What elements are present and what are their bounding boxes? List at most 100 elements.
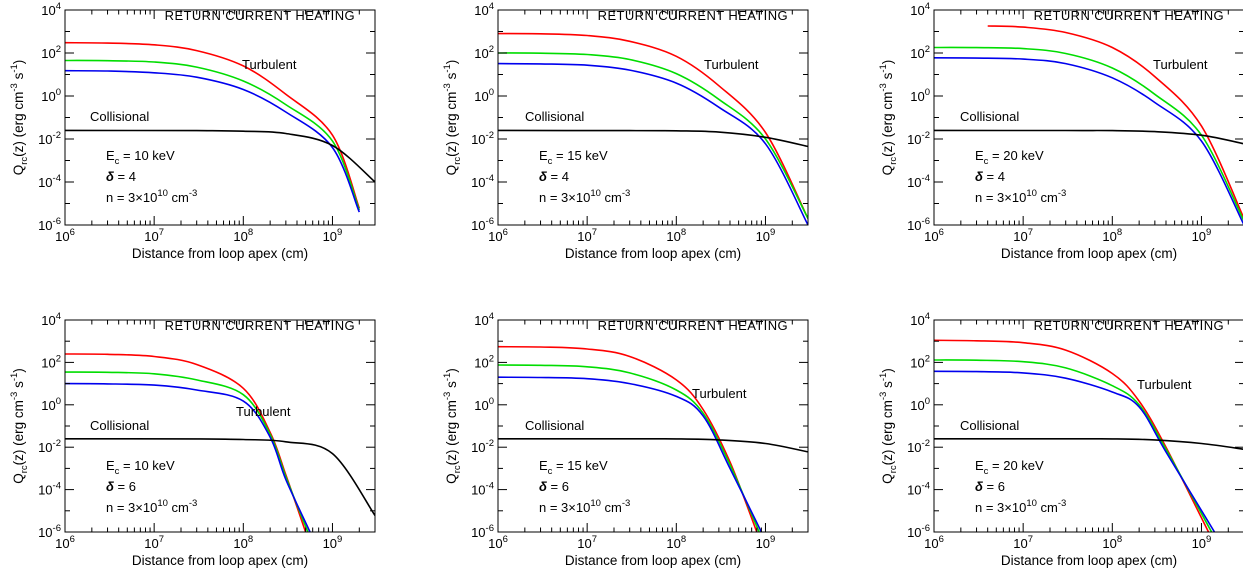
param-cutoff-energy: Ec = 10 keV bbox=[106, 458, 175, 477]
param-cutoff-energy: Ec = 15 keV bbox=[539, 148, 608, 167]
series-line-green bbox=[65, 371, 309, 532]
y-axis-label: Qrc(z) (erg cm-3 s-1) bbox=[442, 60, 463, 176]
series-line-red bbox=[934, 339, 1210, 532]
x-axis-ticks bbox=[64, 320, 376, 532]
x-tick-label: 107 bbox=[1013, 534, 1033, 551]
y-tick-label: 104 bbox=[910, 311, 930, 328]
chart-title: RETURN CURRENT HEATING bbox=[165, 318, 355, 333]
y-axis-label: Qrc(z) (erg cm-3 s-1) bbox=[878, 60, 899, 176]
chart-panel-1: 106 107 108 109 10-6 10-4 10-2 100 102 104 Distanc… bbox=[9, 1, 376, 261]
collisional-label: Collisional bbox=[90, 109, 149, 124]
y-tick-label: 10-4 bbox=[907, 481, 930, 498]
y-tick-label: 104 bbox=[910, 1, 930, 18]
y-tick-label: 10-2 bbox=[38, 130, 61, 147]
y-tick-label: 10-6 bbox=[471, 523, 494, 540]
param-delta: δ = 6 bbox=[975, 479, 1005, 494]
param-delta: δ = 4 bbox=[106, 169, 136, 184]
y-tick-label: 10-2 bbox=[471, 130, 494, 147]
param-density: n = 3×1010 cm-3 bbox=[106, 188, 197, 205]
y-tick-label: 100 bbox=[474, 396, 494, 413]
chart-panel-6: 106 107 108 109 10-6 10-4 10-2 100 102 104 Distanc… bbox=[878, 311, 1243, 568]
x-tick-label: 108 bbox=[666, 227, 686, 244]
series-line-blue bbox=[934, 370, 1216, 532]
x-axis-label: Distance from loop apex (cm) bbox=[132, 246, 308, 261]
collisional-label: Collisional bbox=[525, 109, 584, 124]
y-tick-label: 10-4 bbox=[471, 481, 494, 498]
y-tick-label: 102 bbox=[474, 44, 494, 61]
turbulent-label: Turbulent bbox=[704, 57, 759, 72]
series-line-collisional bbox=[498, 437, 808, 453]
series-line-collisional bbox=[498, 129, 808, 148]
param-cutoff-energy: Ec = 15 keV bbox=[539, 458, 608, 477]
param-cutoff-energy: Ec = 20 keV bbox=[975, 458, 1044, 477]
series-line-red bbox=[498, 345, 758, 532]
y-tick-label: 100 bbox=[474, 87, 494, 104]
chart-title: RETURN CURRENT HEATING bbox=[1034, 318, 1224, 333]
y-axis-ticks bbox=[498, 319, 808, 533]
x-tick-label: 106 bbox=[55, 534, 75, 551]
x-tick-label: 106 bbox=[55, 227, 75, 244]
param-delta: δ = 6 bbox=[106, 479, 136, 494]
y-axis-ticks bbox=[498, 9, 808, 226]
series-line-collisional bbox=[65, 129, 375, 183]
y-tick-label: 102 bbox=[41, 44, 61, 61]
x-axis-label: Distance from loop apex (cm) bbox=[565, 553, 741, 568]
y-tick-label: 102 bbox=[910, 44, 930, 61]
y-tick-label: 10-4 bbox=[38, 481, 61, 498]
y-tick-label: 100 bbox=[910, 396, 930, 413]
y-axis-label: Qrc(z) (erg cm-3 s-1) bbox=[442, 368, 463, 484]
y-tick-label: 104 bbox=[41, 311, 61, 328]
series-line-blue bbox=[498, 376, 763, 532]
y-tick-label: 102 bbox=[474, 353, 494, 370]
series-group bbox=[498, 345, 808, 532]
y-axis-ticks bbox=[65, 9, 375, 226]
chart-panel-2: 106 107 108 109 10-6 10-4 10-2 100 102 104 Distanc… bbox=[442, 1, 809, 261]
x-axis-ticks bbox=[497, 320, 809, 532]
chart-title: RETURN CURRENT HEATING bbox=[598, 318, 788, 333]
y-tick-label: 10-4 bbox=[907, 173, 930, 190]
y-axis-ticks bbox=[934, 9, 1243, 226]
series-line-green bbox=[65, 59, 361, 211]
y-tick-label: 10-6 bbox=[907, 216, 930, 233]
y-tick-label: 10-6 bbox=[471, 216, 494, 233]
x-tick-label: 109 bbox=[756, 534, 776, 551]
y-axis-label: Qrc(z) (erg cm-3 s-1) bbox=[878, 368, 899, 484]
chart-title: RETURN CURRENT HEATING bbox=[598, 8, 788, 23]
x-tick-label: 107 bbox=[577, 534, 597, 551]
x-tick-label: 109 bbox=[323, 227, 343, 244]
series-group bbox=[65, 41, 375, 213]
series-line-collisional bbox=[934, 129, 1243, 145]
param-density: n = 3×1010 cm-3 bbox=[975, 498, 1066, 515]
x-tick-label: 106 bbox=[924, 534, 944, 551]
x-tick-label: 107 bbox=[144, 227, 164, 244]
x-axis-label: Distance from loop apex (cm) bbox=[565, 246, 741, 261]
y-tick-label: 10-4 bbox=[471, 173, 494, 190]
x-axis-ticks bbox=[497, 10, 809, 225]
y-tick-label: 10-2 bbox=[907, 130, 930, 147]
turbulent-label: Turbulent bbox=[1137, 377, 1192, 392]
series-line-collisional bbox=[934, 437, 1243, 450]
chart-panel-4: 106 107 108 109 10-6 10-4 10-2 100 102 104 Distanc… bbox=[9, 311, 376, 568]
chart-panel-5: 106 107 108 109 10-6 10-4 10-2 100 102 104 Distanc… bbox=[442, 311, 809, 568]
collisional-label: Collisional bbox=[960, 109, 1019, 124]
chart-title: RETURN CURRENT HEATING bbox=[165, 8, 355, 23]
turbulent-label: Turbulent bbox=[692, 386, 747, 401]
chart-title: RETURN CURRENT HEATING bbox=[1034, 8, 1224, 23]
series-line-red bbox=[65, 41, 361, 209]
x-axis-label: Distance from loop apex (cm) bbox=[1001, 246, 1177, 261]
x-tick-label: 108 bbox=[1102, 227, 1122, 244]
y-axis-label: Qrc(z) (erg cm-3 s-1) bbox=[9, 368, 30, 484]
series-group bbox=[934, 339, 1243, 532]
x-tick-label: 106 bbox=[488, 534, 508, 551]
series-line-red bbox=[498, 32, 808, 219]
x-tick-label: 106 bbox=[924, 227, 944, 244]
param-delta: δ = 6 bbox=[539, 479, 569, 494]
series-line-blue bbox=[934, 57, 1243, 225]
x-tick-label: 107 bbox=[577, 227, 597, 244]
x-tick-label: 109 bbox=[1192, 227, 1212, 244]
y-tick-label: 104 bbox=[474, 1, 494, 18]
x-axis-ticks bbox=[64, 10, 376, 225]
x-tick-label: 109 bbox=[756, 227, 776, 244]
y-tick-label: 104 bbox=[474, 311, 494, 328]
param-density: n = 3×1010 cm-3 bbox=[539, 188, 630, 205]
